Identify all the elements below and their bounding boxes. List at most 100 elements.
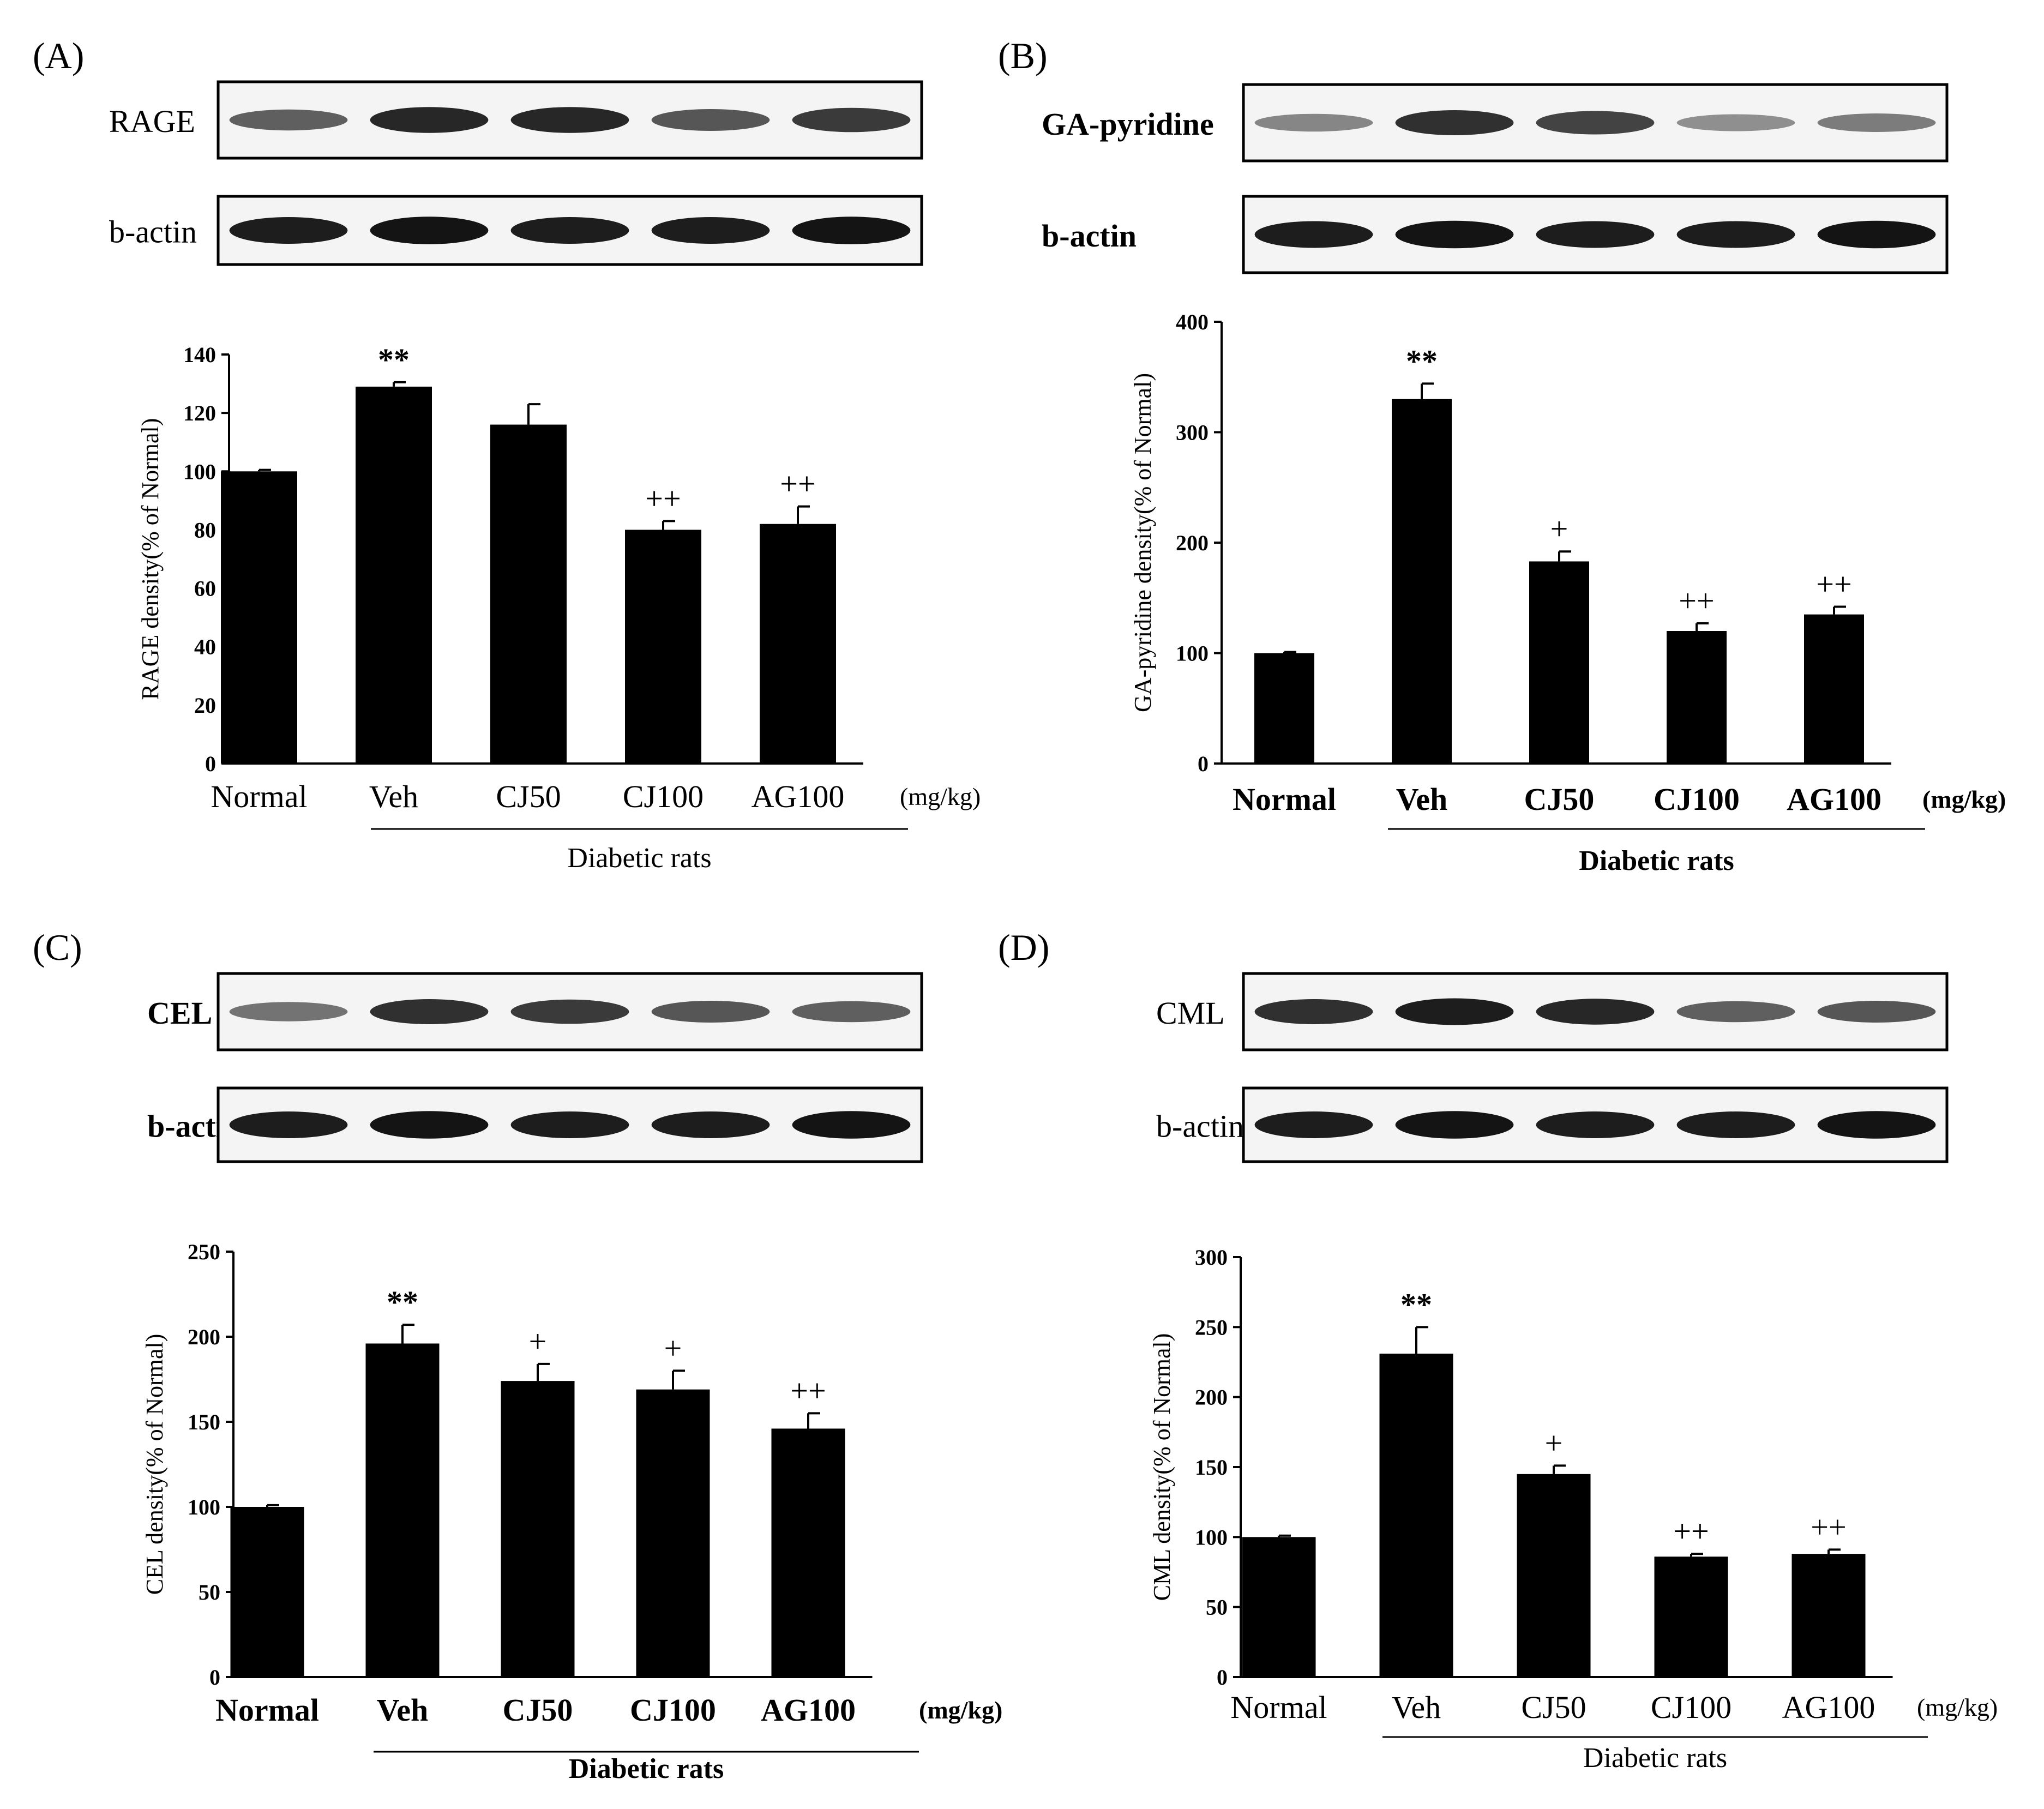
- category-label: Veh: [1392, 1690, 1441, 1725]
- y-tick-label: 80: [194, 518, 216, 542]
- panel-label: (D): [998, 927, 1049, 968]
- bar: [221, 471, 297, 764]
- blot-band: [510, 1111, 629, 1138]
- unit-label: (mg/kg): [900, 783, 981, 810]
- blot-band: [510, 107, 629, 133]
- blot-row: b-actin: [147, 1086, 923, 1163]
- panel-d: (D) CML b-actin 0 50 100 150 200 250 300 CML densi…: [998, 927, 1998, 1774]
- y-tick-label: 40: [194, 635, 216, 659]
- blot-label: RAGE: [109, 104, 195, 139]
- bar: [771, 1428, 845, 1677]
- blot-row: RAGE: [109, 80, 923, 160]
- bar: [501, 1381, 575, 1677]
- bar: [625, 530, 701, 764]
- y-tick-label: 0: [205, 752, 216, 776]
- unit-label: (mg/kg): [1917, 1693, 1998, 1721]
- significance-marker: ++: [1816, 566, 1851, 602]
- category-label: Normal: [1230, 1690, 1327, 1725]
- bar-chart: 0 100 200 300 400 GA-pyridine density(% of No…: [1129, 310, 2006, 876]
- bar: [1392, 399, 1452, 764]
- blot-band: [1536, 111, 1655, 135]
- blot-band: [510, 999, 629, 1024]
- bar-chart: 0 20 40 60 80 100 120 140 RAGE density(% of Norm…: [137, 342, 981, 874]
- category-label: CJ100: [1651, 1690, 1732, 1725]
- category-label: Normal: [211, 779, 307, 814]
- blot-band: [1676, 1001, 1795, 1023]
- blot-band: [651, 1111, 770, 1138]
- blot-band: [1817, 1001, 1936, 1023]
- bar: [1654, 1556, 1728, 1677]
- blot-row: GA-pyridine: [1042, 83, 1949, 163]
- y-tick-label: 200: [188, 1325, 220, 1349]
- category-label: CJ50: [1524, 782, 1595, 817]
- bar: [490, 424, 567, 764]
- y-axis-label: GA-pyridine density(% of Normal): [1129, 373, 1156, 712]
- category-label: CJ100: [1654, 782, 1740, 817]
- blot-band: [792, 1111, 911, 1139]
- y-tick-label: 0: [209, 1665, 220, 1690]
- blot-band: [651, 217, 770, 244]
- y-tick-label: 250: [188, 1240, 220, 1264]
- bar: [1804, 614, 1864, 764]
- significance-marker: +: [529, 1324, 547, 1359]
- bar: [760, 524, 836, 764]
- blot-band: [1676, 221, 1795, 248]
- bar: [1529, 561, 1589, 764]
- category-label: CJ50: [503, 1692, 573, 1728]
- blot-band: [1395, 1111, 1514, 1139]
- blot-row: CML: [1156, 972, 1949, 1051]
- significance-marker: **: [387, 1284, 418, 1320]
- category-label: CJ100: [623, 779, 704, 814]
- blot-band: [370, 999, 489, 1024]
- unit-label: (mg/kg): [919, 1696, 1002, 1724]
- blot-label: b-actin: [1156, 1109, 1244, 1144]
- blot-band: [1817, 113, 1936, 132]
- significance-marker: ++: [1673, 1513, 1709, 1549]
- blot-band: [1254, 999, 1373, 1024]
- blot-band: [1536, 221, 1655, 248]
- blot-band: [229, 1111, 348, 1138]
- blot-row: b-actin: [1042, 195, 1949, 274]
- y-tick-label: 100: [1195, 1525, 1228, 1549]
- panel-label: (A): [33, 35, 84, 76]
- group-label: Diabetic rats: [1579, 845, 1734, 876]
- category-label: Veh: [1396, 782, 1448, 817]
- significance-marker: ++: [790, 1373, 826, 1408]
- significance-marker: +: [1550, 511, 1568, 546]
- category-label: Veh: [377, 1692, 429, 1728]
- significance-marker: ++: [780, 466, 815, 502]
- significance-marker: **: [378, 342, 410, 377]
- significance-marker: **: [1406, 343, 1438, 378]
- blot-label: CEL: [147, 995, 212, 1031]
- blot-band: [651, 1001, 770, 1023]
- blot-band: [1395, 220, 1514, 249]
- panel-a: (A) RAGE b-actin 0 20 40 60 80 100 120 140 RAGE den…: [33, 35, 981, 874]
- category-label: Normal: [1233, 782, 1336, 817]
- blot-band: [229, 109, 348, 131]
- y-tick-label: 400: [1176, 310, 1209, 334]
- blot-row: CEL: [147, 972, 923, 1051]
- blot-band: [370, 1111, 489, 1139]
- y-tick-label: 0: [1198, 752, 1209, 776]
- y-tick-label: 200: [1195, 1385, 1228, 1410]
- bar: [1517, 1474, 1591, 1677]
- blot-band: [1536, 999, 1655, 1025]
- y-tick-label: 60: [194, 576, 216, 601]
- significance-marker: ++: [645, 480, 681, 516]
- y-tick-label: 100: [1176, 641, 1209, 666]
- blot-band: [1254, 1111, 1373, 1138]
- y-tick-label: 300: [1176, 420, 1209, 445]
- y-tick-label: 100: [188, 1495, 220, 1519]
- blot-band: [792, 217, 911, 244]
- blot-band: [792, 1001, 911, 1023]
- y-tick-label: 300: [1195, 1245, 1228, 1270]
- significance-marker: +: [1545, 1425, 1563, 1461]
- category-label: AG100: [761, 1692, 856, 1728]
- bar-chart: 0 50 100 150 200 250 CEL density(% of Normal) N…: [141, 1240, 1002, 1784]
- bar-chart: 0 50 100 150 200 250 300 CML density(% of Norma…: [1149, 1245, 1998, 1774]
- bar: [1379, 1354, 1453, 1677]
- blot-band: [1395, 998, 1514, 1025]
- category-label: Veh: [369, 779, 418, 814]
